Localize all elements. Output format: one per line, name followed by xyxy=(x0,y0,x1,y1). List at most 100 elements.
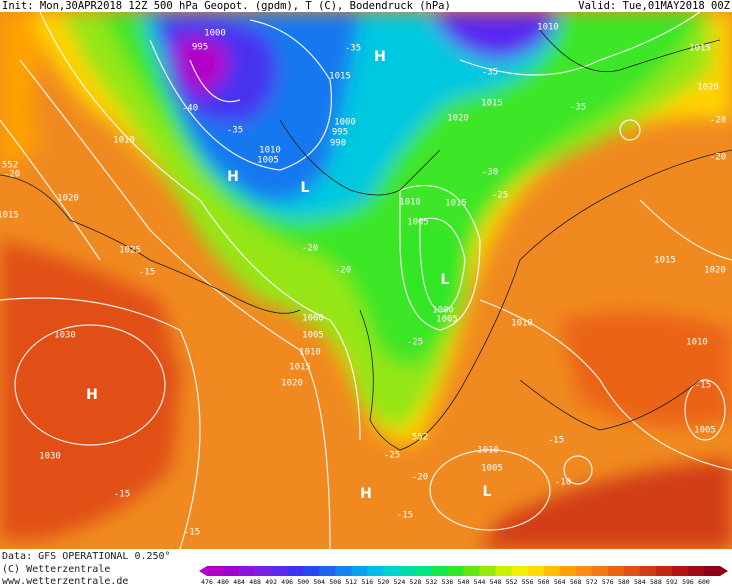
colorbar-cell xyxy=(447,566,464,576)
contour-label: -20 xyxy=(710,153,726,163)
colorbar-cell xyxy=(287,566,304,576)
colorbar-label: 568 xyxy=(570,578,582,586)
colorbar-label: 600 xyxy=(698,578,710,586)
contour-label: 1000 xyxy=(334,118,356,128)
colorbar-cell xyxy=(239,566,256,576)
contour-label: -35 xyxy=(227,126,243,136)
footer-copyright: (C) Wetterzentrale xyxy=(2,564,110,575)
colorbar-label: 524 xyxy=(394,578,406,586)
contour-label: 1010 xyxy=(537,23,559,33)
colorbar-cell xyxy=(639,566,657,576)
colorbar-label: 536 xyxy=(442,578,454,586)
contour-label: 1015 xyxy=(329,72,351,82)
colorbar-cell xyxy=(383,566,400,576)
contour-label: -25 xyxy=(492,191,508,201)
map-field xyxy=(0,12,732,549)
contour-label: 1010 xyxy=(299,348,321,358)
colorbar-cell xyxy=(559,566,577,576)
colorbar-label: 512 xyxy=(345,578,357,586)
header-init: Init: Mon,30APR2018 12Z 500 hPa Geopot. … xyxy=(2,0,451,12)
pressure-center: L xyxy=(483,484,492,500)
footer-url: www.wetterzentrale.de xyxy=(2,576,128,587)
colorbar-label: 564 xyxy=(554,578,566,586)
contour-label: 990 xyxy=(330,139,346,149)
contour-label: -15 xyxy=(139,268,155,278)
footer-data: Data: GFS OPERATIONAL 0.250° xyxy=(2,551,171,562)
colorbar-cell xyxy=(543,566,560,576)
colorbar-cell xyxy=(303,566,320,576)
contour-label: 1020 xyxy=(447,114,469,124)
contour-label: 1030 xyxy=(39,452,61,462)
contour-label: 1020 xyxy=(697,83,719,93)
contour-label: 1020 xyxy=(704,266,726,276)
pressure-center: H xyxy=(86,387,98,403)
contour-label: 1025 xyxy=(119,246,141,256)
colorbar-cell xyxy=(655,566,673,576)
contour-label: 1020 xyxy=(57,194,79,204)
map-labels: 9951000-40-35101010051000995990HL-351015… xyxy=(0,23,726,538)
colorbar-label: 556 xyxy=(522,578,534,586)
contour-label: 1000 xyxy=(204,29,226,39)
colorbar-cell xyxy=(255,566,272,576)
colorbar-cell xyxy=(367,566,384,576)
contour-label: 1000 xyxy=(432,306,454,316)
contour-label: 1005 xyxy=(407,218,429,228)
contour-label: 1005 xyxy=(481,464,503,474)
colorbar-cell xyxy=(495,566,512,576)
contour-label: 1015 xyxy=(289,363,311,373)
pressure-center: H xyxy=(374,49,386,65)
colorbar-cell xyxy=(591,566,609,576)
colorbar-label: 560 xyxy=(538,578,550,586)
colorbar-label: 500 xyxy=(297,578,309,586)
contour-label: 1000 xyxy=(302,314,324,324)
colorbar-label: 532 xyxy=(426,578,438,586)
contour-label: 1010 xyxy=(259,146,281,156)
contour-label: -15 xyxy=(695,381,711,391)
pressure-center: L xyxy=(301,180,310,196)
contour-label: -20 xyxy=(335,266,351,276)
colorbar-label: 492 xyxy=(265,578,277,586)
colorbar-cell xyxy=(623,566,641,576)
isobars xyxy=(0,12,732,549)
colorbar-label: 548 xyxy=(490,578,502,586)
contour-label: 1020 xyxy=(281,379,303,389)
colorbar-cell xyxy=(207,566,224,576)
contour-label: -35 xyxy=(570,103,586,113)
contour-label: 1010 xyxy=(477,446,499,456)
contour-label: -35 xyxy=(482,68,498,78)
colorbar-label: 476 xyxy=(201,578,213,586)
colorbar-label: 480 xyxy=(217,578,229,586)
colorbar-label: 588 xyxy=(650,578,662,586)
contour-label: -15 xyxy=(548,436,564,446)
colorbar-label: 504 xyxy=(313,578,325,586)
contour-label: 1010 xyxy=(686,338,708,348)
contour-label: 1010 xyxy=(511,319,533,329)
coastlines xyxy=(0,29,732,451)
colorbar-cell xyxy=(479,566,496,576)
colorbar-label: 584 xyxy=(634,578,646,586)
contour-label: 1005 xyxy=(694,426,716,436)
colorbar-label: 544 xyxy=(474,578,486,586)
contour-label: -15 xyxy=(184,528,200,538)
colorbar-label: 516 xyxy=(361,578,373,586)
colorbar-label: 488 xyxy=(249,578,261,586)
contour-label: 1015 xyxy=(481,99,503,109)
colorbar-cell xyxy=(527,566,544,576)
colorbar-label: 596 xyxy=(682,578,694,586)
contour-label: 995 xyxy=(192,43,208,53)
colorbar-cell xyxy=(607,566,625,576)
colorbar-label: 508 xyxy=(329,578,341,586)
contour-label: -15 xyxy=(397,511,413,521)
colorbar-cell xyxy=(415,566,432,576)
colorbar-cell xyxy=(271,566,288,576)
colorbar-cell xyxy=(575,566,593,576)
contour-label: -35 xyxy=(345,44,361,54)
colorbar-cell xyxy=(319,566,336,576)
colorbar-cell xyxy=(511,566,528,576)
colorbar-label: 528 xyxy=(410,578,422,586)
contour-label: 1005 xyxy=(436,315,458,325)
colorbar-label: 580 xyxy=(618,578,630,586)
contour-label: -20 xyxy=(302,244,318,254)
colorbar-cell xyxy=(463,566,480,576)
colorbar-cell xyxy=(335,566,352,576)
